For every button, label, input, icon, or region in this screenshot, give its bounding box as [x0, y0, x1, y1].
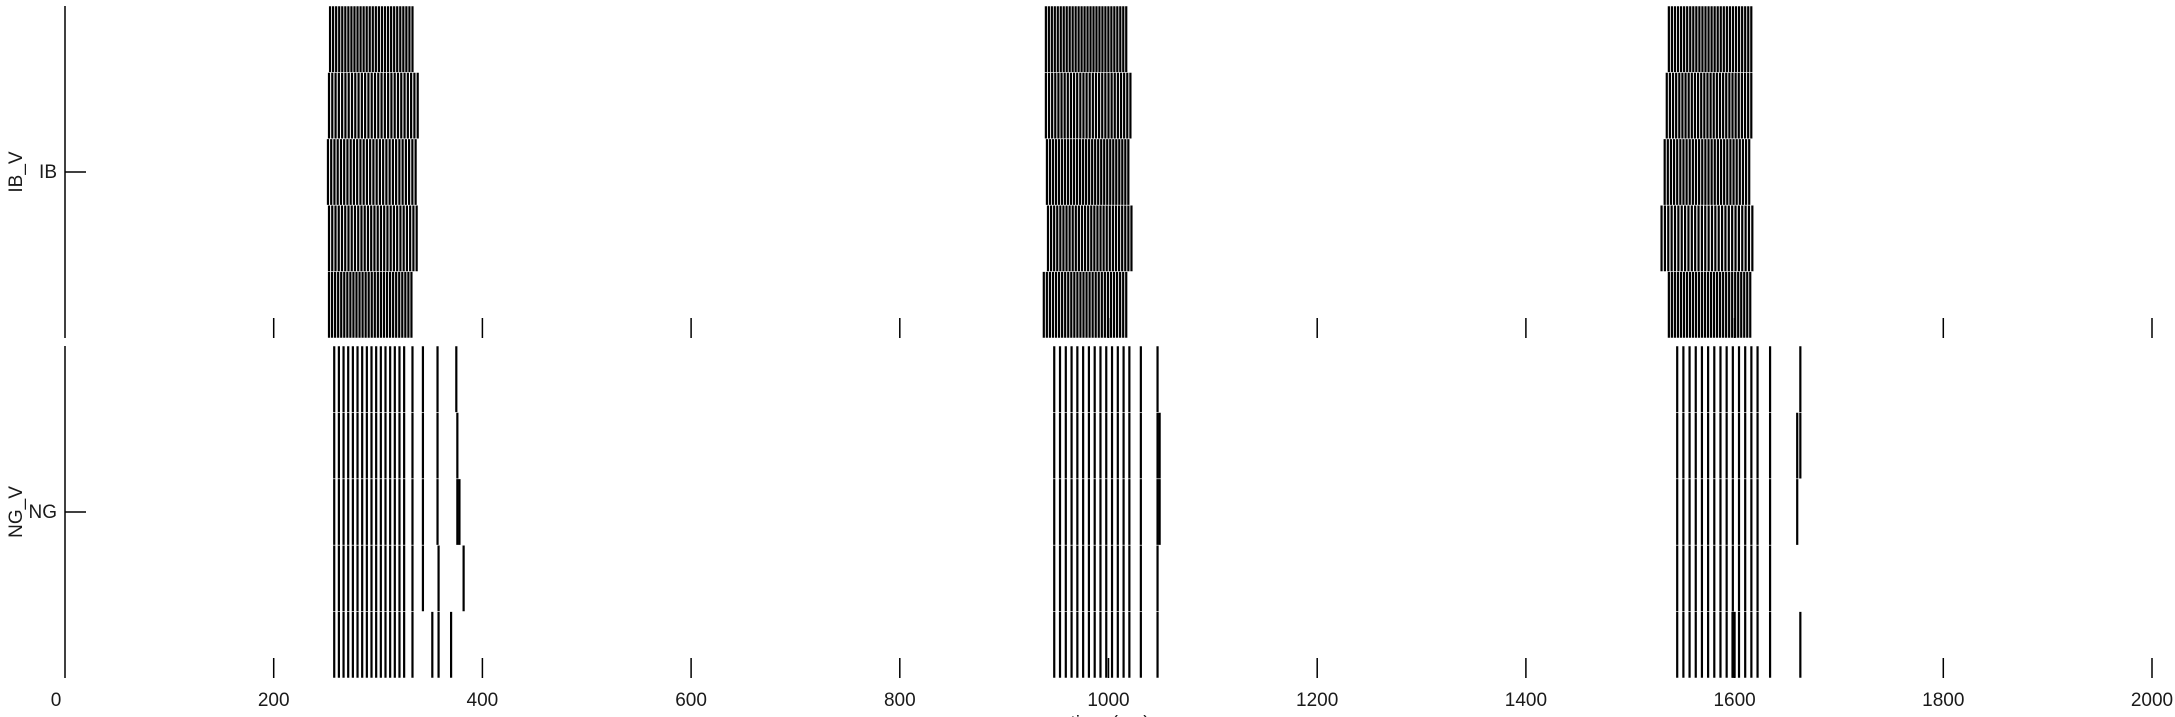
x-tick-label: 400 [467, 690, 499, 711]
panel-0: IB IB_V [6, 6, 2153, 338]
y-axis-label: NG_V [6, 486, 27, 538]
y-tick-label: IB [39, 162, 57, 183]
y-tick-label: NG [29, 502, 58, 523]
x-axis-label: time (ms) [1070, 713, 1149, 717]
x-tick-label: 1600 [1713, 690, 1755, 711]
y-axis-label: IB_V [6, 151, 27, 193]
x-tick-label: 800 [884, 690, 916, 711]
x-tick-label: 200 [258, 690, 290, 711]
x-tick-label: 1000 [1087, 690, 1129, 711]
x-tick-label: 1400 [1505, 690, 1547, 711]
x-tick-label: 600 [675, 690, 707, 711]
x-tick-label: 2000 [2131, 690, 2173, 711]
x-tick-label: 1800 [1922, 690, 1964, 711]
x-tick-label: 1200 [1296, 690, 1338, 711]
x-tick-label: 0 [51, 690, 62, 711]
